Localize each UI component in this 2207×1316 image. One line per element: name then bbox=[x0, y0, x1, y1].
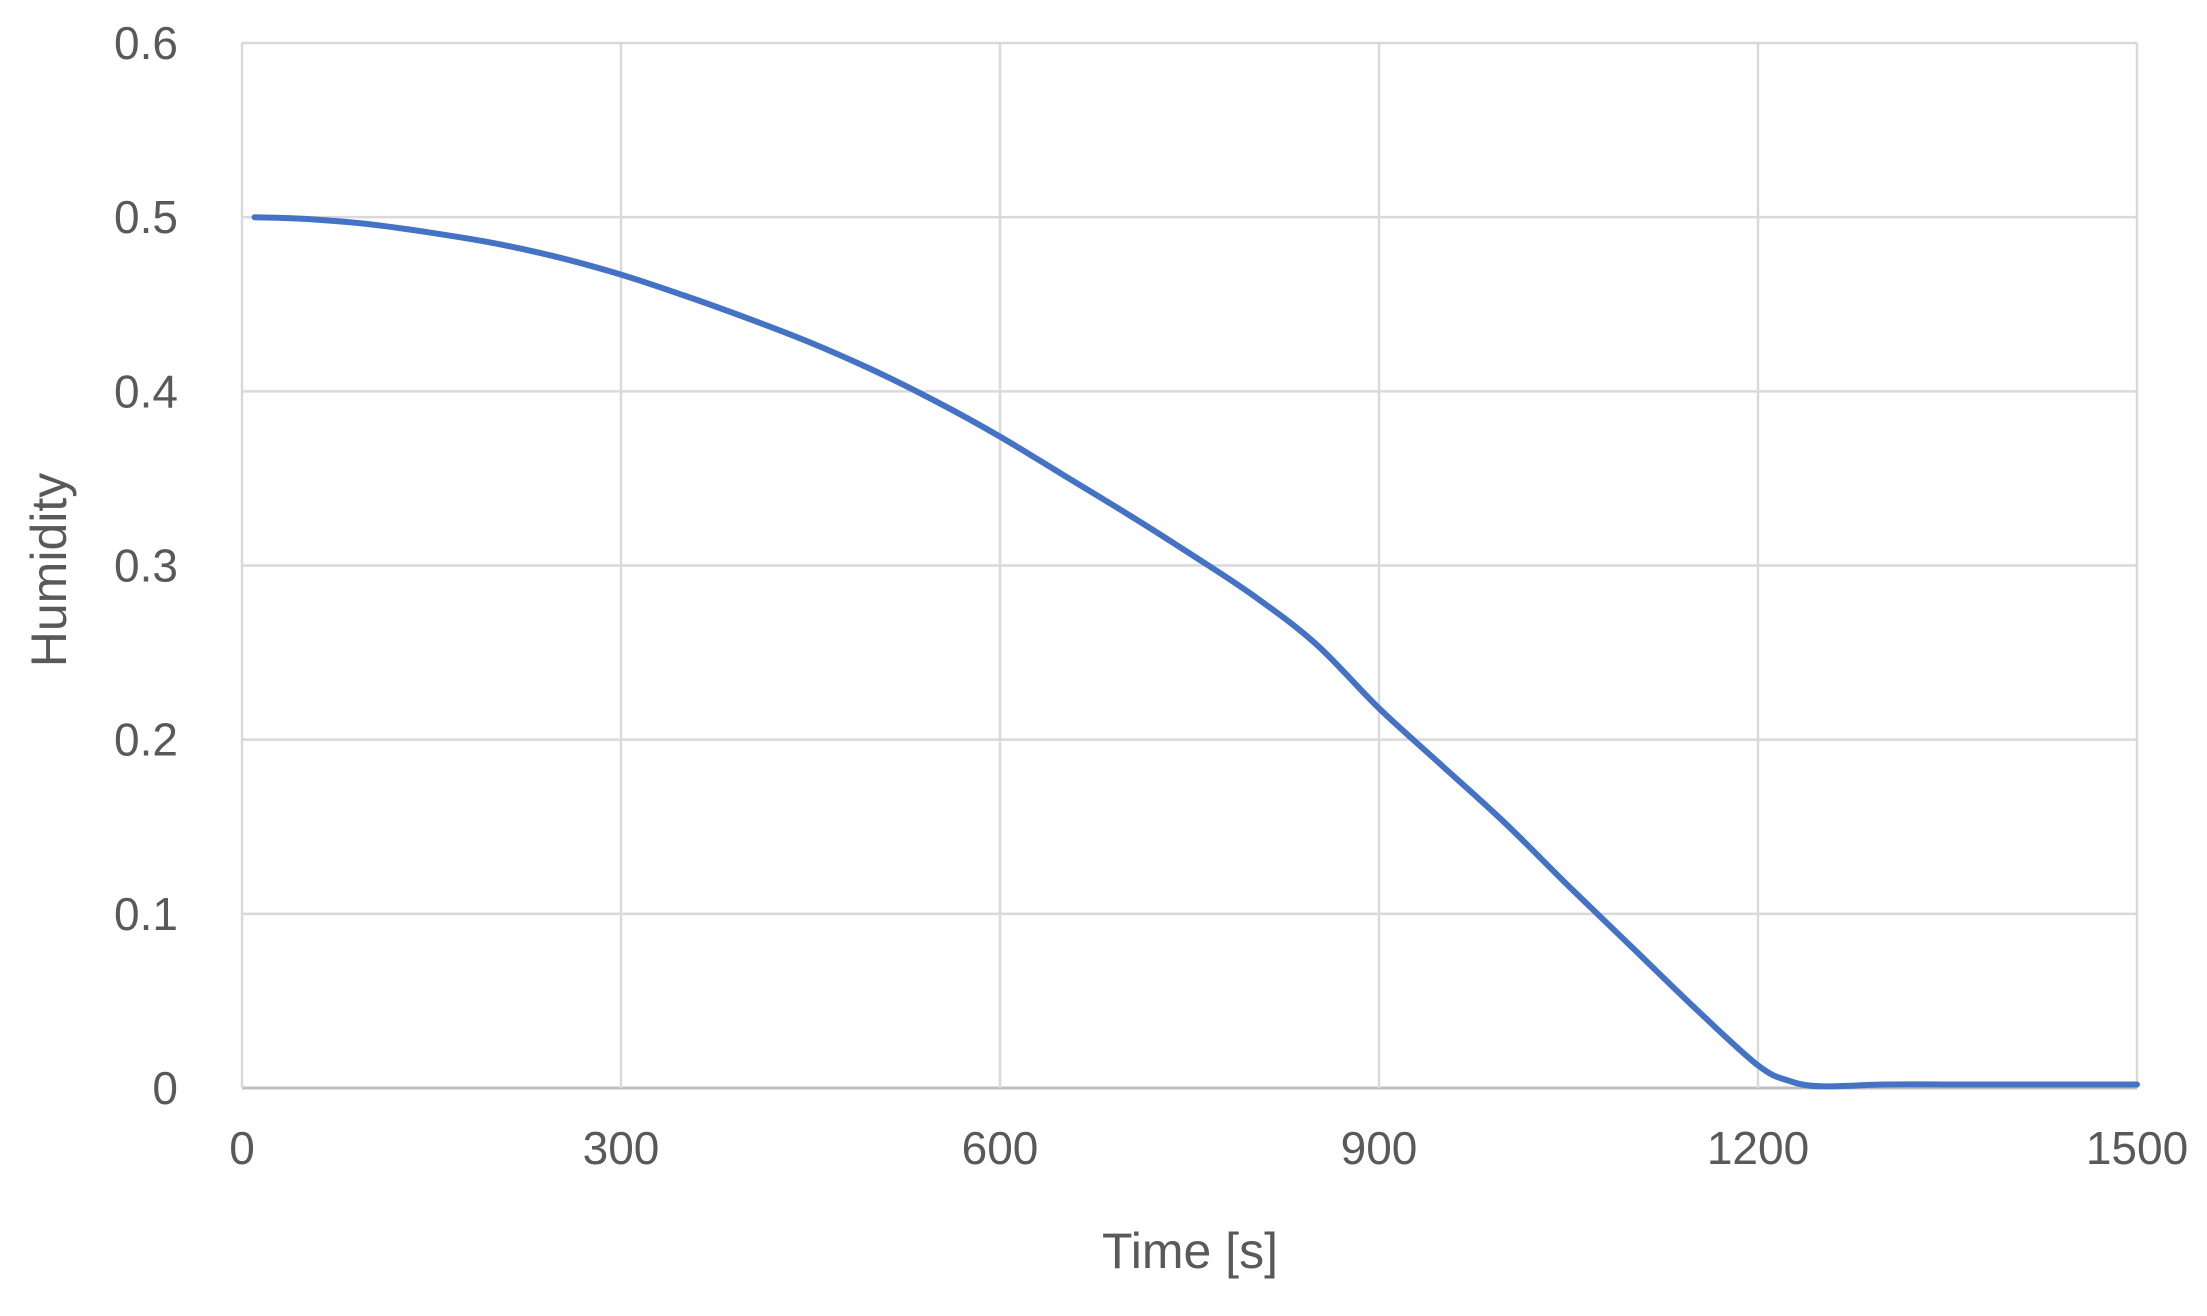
x-tick-label: 1500 bbox=[2086, 1122, 2188, 1174]
x-axis-title: Time [s] bbox=[1102, 1223, 1278, 1279]
y-tick-label: 0.1 bbox=[114, 888, 178, 940]
x-tick-label: 300 bbox=[583, 1122, 660, 1174]
x-tick-label: 0 bbox=[229, 1122, 255, 1174]
series-lines bbox=[251, 214, 2140, 1090]
y-axis-title: Humidity bbox=[21, 473, 77, 667]
y-tick-label: 0 bbox=[152, 1062, 178, 1114]
y-tick-label: 0.6 bbox=[114, 17, 178, 69]
y-tick-label: 0.4 bbox=[114, 365, 178, 417]
y-tick-label: 0.2 bbox=[114, 714, 178, 766]
x-tick-label: 1200 bbox=[1707, 1122, 1809, 1174]
y-tick-label: 0.3 bbox=[114, 540, 178, 592]
tick-labels: 0 0.1 0.2 0.3 0.4 0.5 0.6 0 300 600 900 1200 1500 bbox=[114, 17, 2188, 1174]
x-tick-label: 900 bbox=[1341, 1122, 1418, 1174]
x-tick-label: 600 bbox=[962, 1122, 1039, 1174]
gridlines bbox=[240, 41, 2139, 1090]
series-line-humidity bbox=[251, 214, 2140, 1090]
y-tick-label: 0.5 bbox=[114, 191, 178, 243]
